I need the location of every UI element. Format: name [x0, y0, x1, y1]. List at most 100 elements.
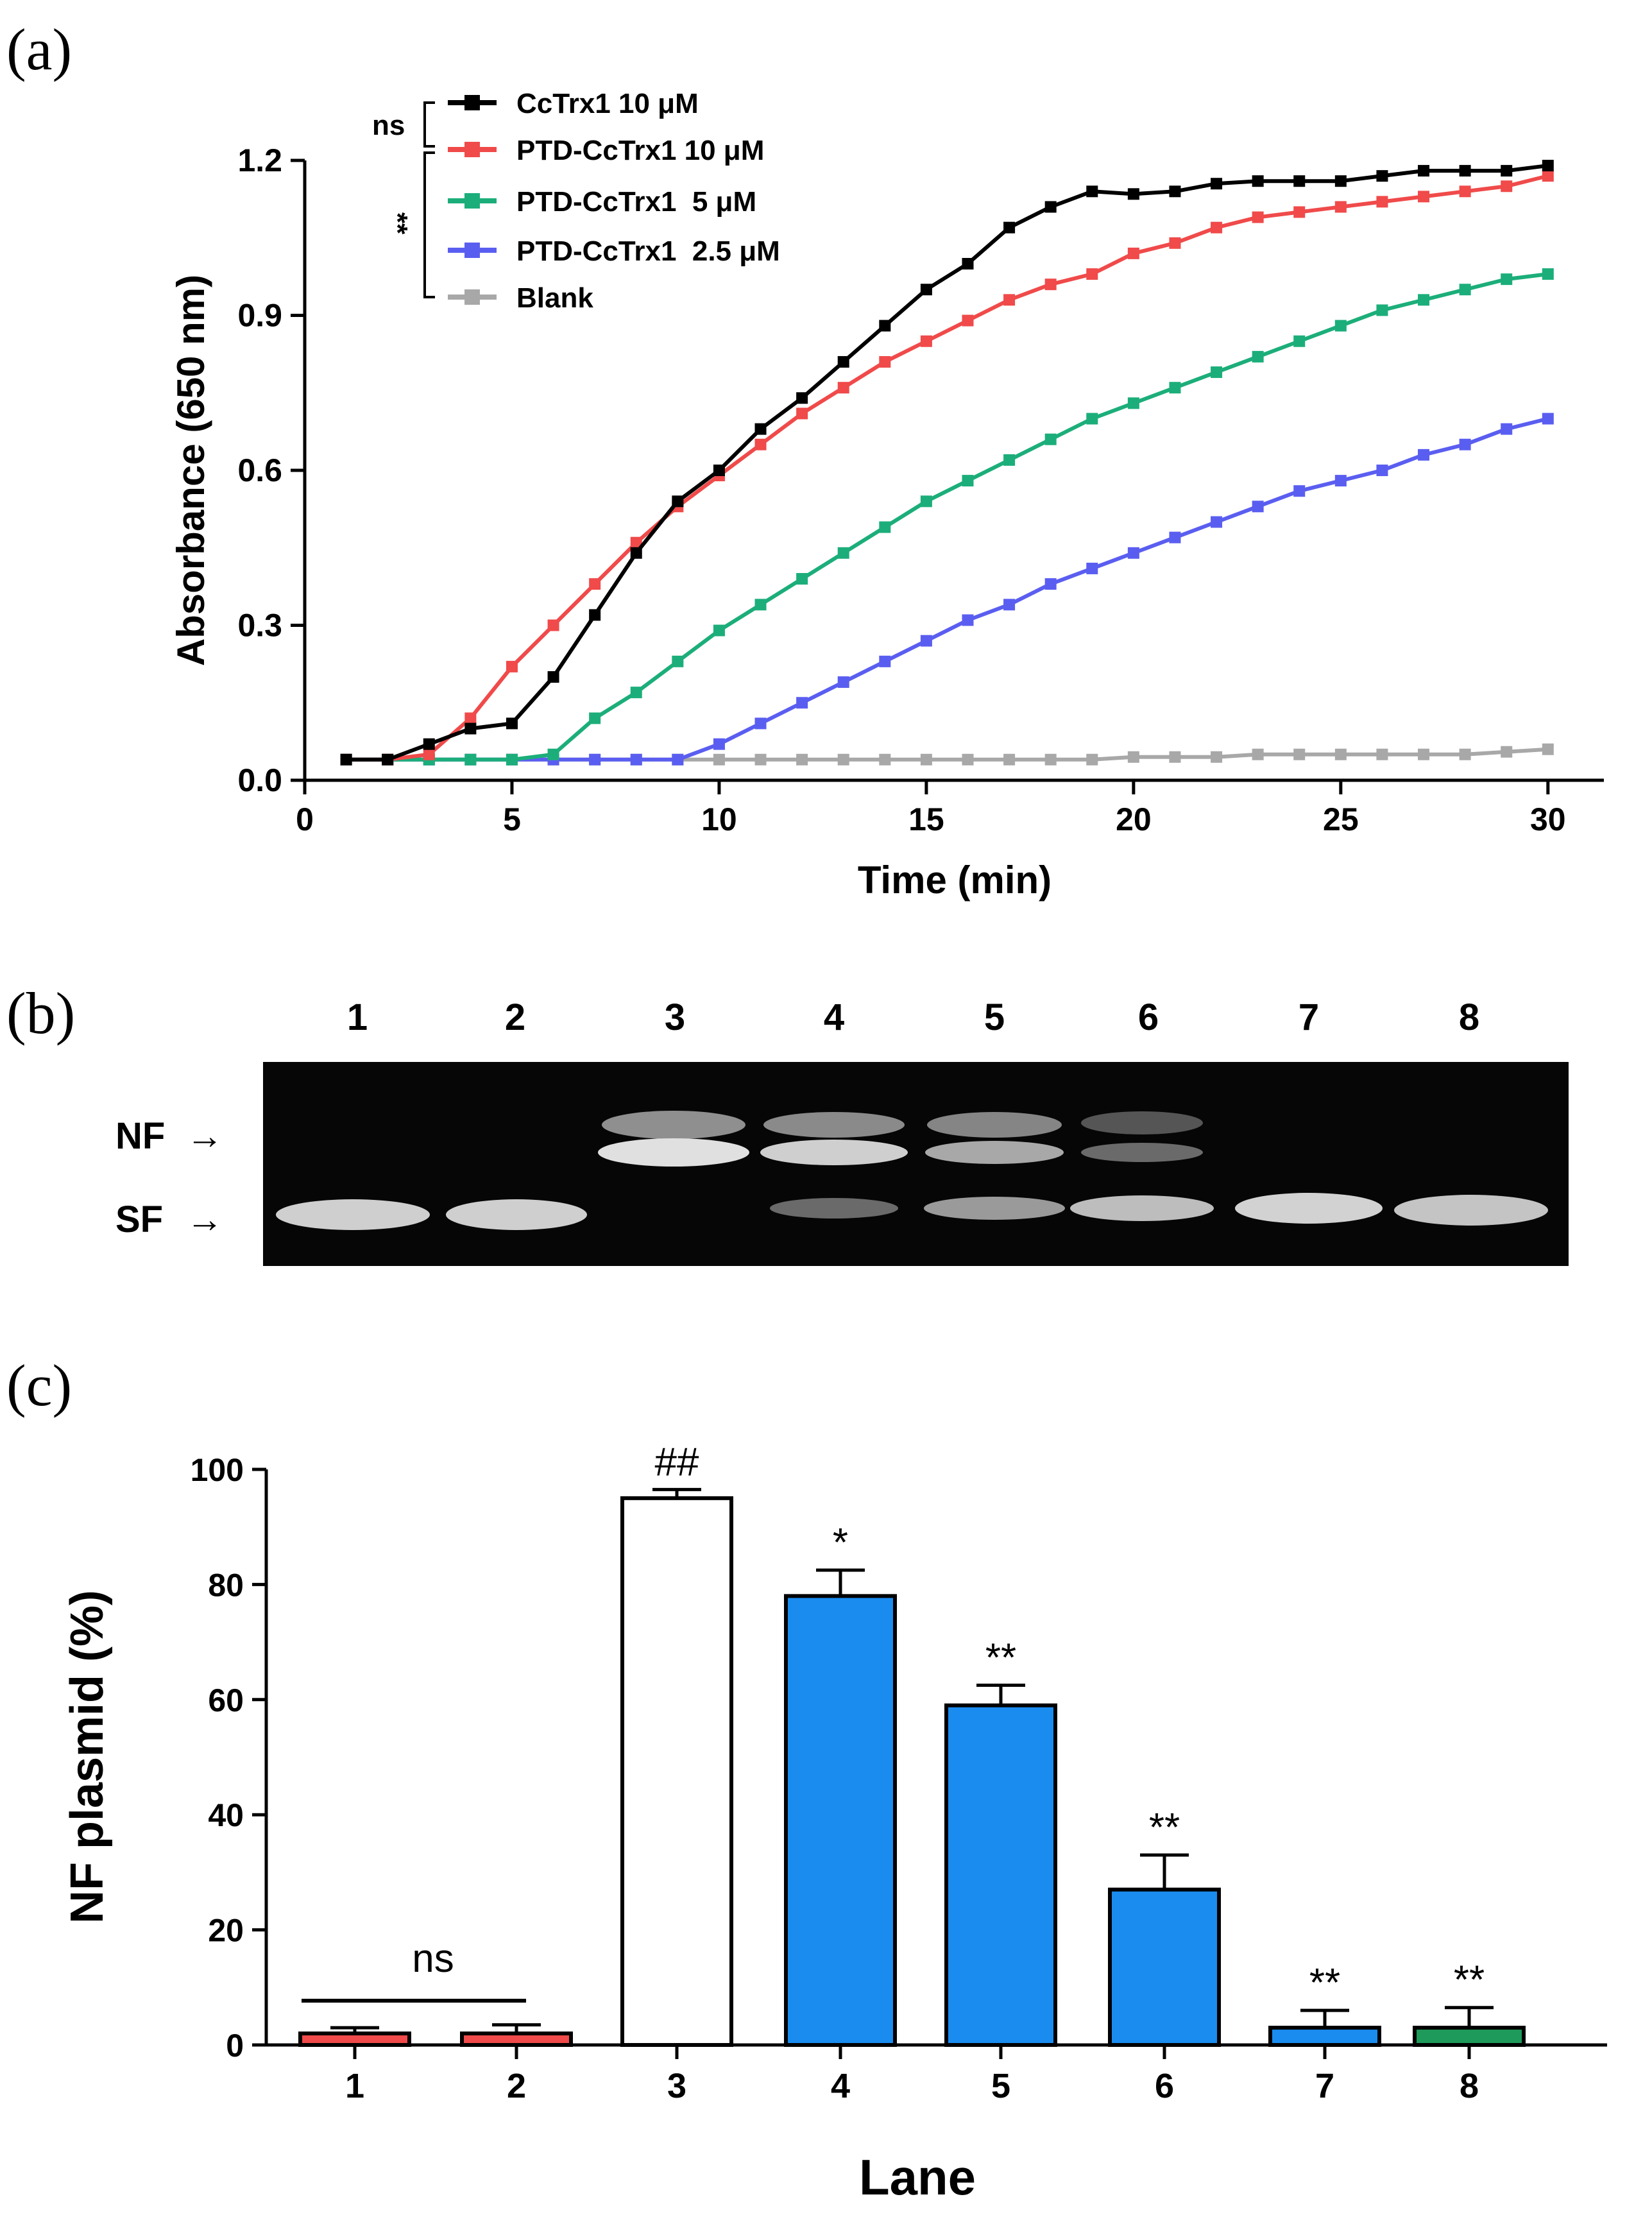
data-point — [754, 423, 767, 435]
x-tick-label: 6 — [1155, 2067, 1174, 2105]
data-point — [672, 655, 684, 667]
data-point — [423, 748, 435, 760]
data-point — [589, 753, 601, 765]
data-point — [920, 284, 932, 296]
bar — [620, 1496, 733, 2048]
series-line — [346, 272, 1549, 762]
data-point — [1334, 175, 1347, 187]
bar — [460, 2031, 573, 2048]
nf-label: NF — [115, 1115, 165, 1157]
data-point — [796, 573, 808, 585]
lane-label: 7 — [1299, 996, 1319, 1038]
data-point — [1542, 413, 1554, 425]
data-point — [1086, 185, 1098, 198]
data-point — [1418, 294, 1430, 306]
y-tick-label: 40 — [208, 1797, 244, 1833]
data-point — [672, 753, 684, 765]
x-tick-label: 5 — [503, 801, 521, 837]
data-point — [1252, 350, 1264, 363]
bar — [1413, 2026, 1526, 2048]
data-point — [1459, 185, 1471, 198]
band-lane6-nf — [1081, 1143, 1203, 1162]
data-point — [1501, 273, 1513, 286]
band-lane4-nf-upper — [763, 1112, 905, 1138]
bar — [1108, 1887, 1221, 2048]
data-point — [672, 495, 684, 508]
data-point — [382, 753, 394, 765]
series-line — [346, 164, 1549, 762]
data-point — [630, 753, 642, 765]
legend-marker-ptd-5 — [464, 193, 480, 209]
gel-background — [263, 1062, 1569, 1266]
data-point — [754, 717, 767, 730]
data-point — [962, 614, 974, 626]
data-point — [837, 753, 849, 765]
data-point — [837, 355, 849, 368]
data-point — [1293, 335, 1306, 347]
series-line — [346, 416, 1549, 762]
data-point — [464, 723, 477, 735]
sig-ns-label: ns — [372, 110, 405, 141]
data-point — [1459, 284, 1471, 296]
data-point — [1334, 748, 1347, 760]
data-point — [1003, 599, 1016, 611]
band-lane7-sf — [1235, 1193, 1383, 1224]
data-point — [630, 687, 642, 699]
data-point — [506, 753, 518, 765]
data-point — [547, 619, 559, 631]
x-tick-label: 15 — [908, 801, 944, 837]
lane-label: 4 — [824, 996, 844, 1038]
data-point — [1252, 500, 1264, 513]
data-point — [879, 320, 891, 332]
data-point — [1376, 748, 1388, 760]
x-tick-label: 3 — [667, 2067, 686, 2105]
data-point — [1127, 247, 1139, 259]
x-ticks: 0 5 10 15 20 25 30 — [296, 780, 1566, 837]
y-tick-label: 0.6 — [237, 452, 282, 488]
lane-label: 1 — [347, 996, 368, 1038]
band-lane6-nf-upper — [1081, 1111, 1203, 1134]
legend-label-ptd-2-5: PTD-CcTrx1 2.5 μM — [516, 235, 780, 267]
data-point — [713, 624, 725, 637]
band-lane6-sf — [1070, 1195, 1214, 1221]
bars: ##******* ** — [298, 1440, 1526, 2048]
y-tick-label: 0.9 — [237, 298, 282, 334]
band-lane4-sf — [770, 1198, 898, 1219]
data-point — [1044, 278, 1057, 291]
data-point — [423, 738, 435, 750]
data-point — [1169, 751, 1181, 763]
data-point — [1086, 562, 1098, 574]
legend-label-blank: Blank — [516, 282, 593, 314]
data-point — [796, 697, 808, 709]
data-point — [796, 753, 808, 765]
lane-label: 3 — [665, 996, 685, 1038]
bar-group-lane-6: ** — [1108, 1806, 1221, 2048]
data-point — [589, 609, 601, 621]
data-point — [713, 753, 725, 765]
y-tick-label: 0 — [226, 2028, 244, 2064]
data-point — [1376, 465, 1388, 476]
data-point — [1127, 547, 1139, 559]
data-point — [464, 712, 477, 724]
x-ticks: 1 2 3 4 5 6 7 8 — [345, 2045, 1479, 2105]
data-point — [1169, 531, 1181, 543]
legend-label-cctrx1-10: CcTrx1 10 μM — [516, 88, 699, 119]
lane-label: 6 — [1138, 996, 1159, 1038]
y-axis-title: Absorbance (650 nm) — [169, 275, 212, 666]
data-point — [506, 717, 518, 730]
data-point — [796, 407, 808, 420]
data-point — [1127, 397, 1139, 409]
data-point — [1003, 221, 1016, 234]
data-point — [962, 258, 974, 269]
data-point — [1459, 438, 1471, 450]
data-point — [962, 314, 974, 327]
data-point — [962, 753, 974, 765]
series-0 — [340, 160, 1554, 765]
data-point — [1086, 753, 1098, 765]
panel-label-a: (a) — [6, 17, 72, 82]
x-tick-label: 20 — [1116, 801, 1152, 837]
data-point — [1003, 294, 1016, 306]
data-point — [1211, 221, 1223, 234]
band-lane5-nf-upper — [927, 1112, 1062, 1138]
